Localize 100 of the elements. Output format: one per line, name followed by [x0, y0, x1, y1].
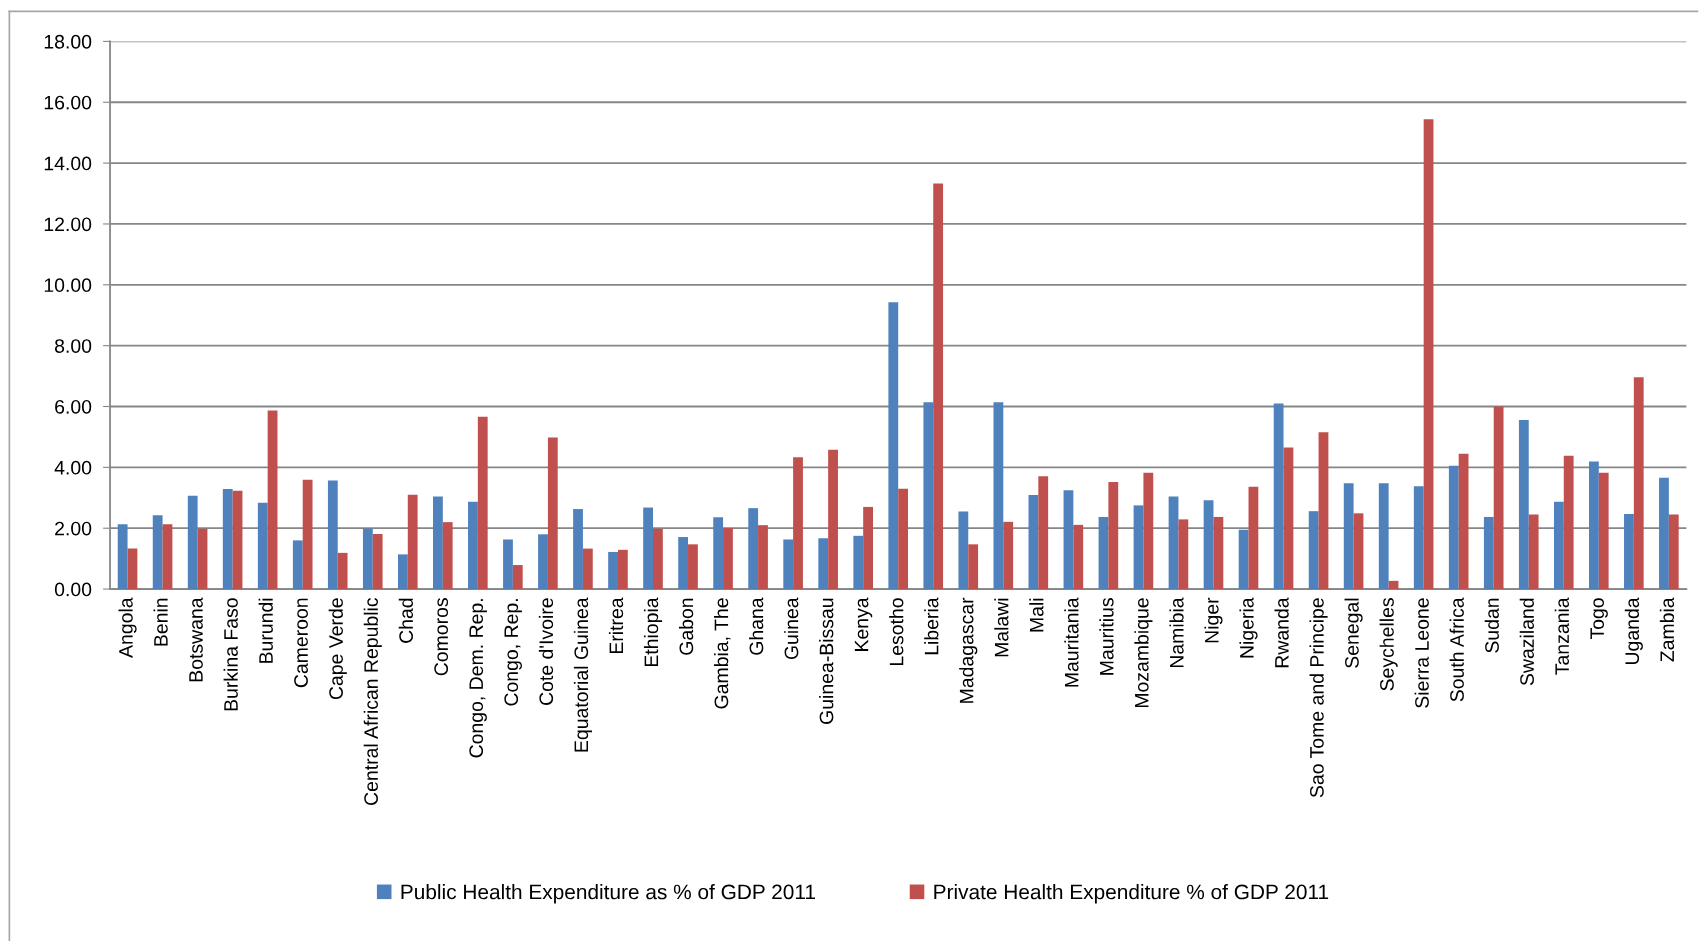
x-tick-label: Mali: [1029, 598, 1044, 632]
bar: [818, 538, 829, 590]
x-tick-label: Sudan: [1484, 598, 1499, 653]
bar: [608, 551, 618, 590]
bar: [1178, 519, 1189, 590]
y-tick-label: 0.00: [54, 582, 92, 597]
bar: [853, 535, 864, 590]
bar: [898, 488, 909, 590]
bar: [538, 534, 548, 590]
y-tick-label: 4.00: [54, 460, 92, 475]
x-tick-label: Lesotho: [889, 598, 904, 665]
x-tick-label: Gambia, The: [714, 598, 731, 709]
bar: [643, 507, 653, 590]
bar: [267, 410, 278, 590]
x-tick-label: Botswana: [189, 597, 203, 682]
x-tick-label: Chad: [398, 598, 414, 643]
x-tick-label: Nigeria: [1239, 597, 1258, 658]
bar: [468, 501, 478, 590]
y-tick-label: 16.00: [44, 95, 92, 110]
bar: [958, 511, 969, 590]
x-tick-label: Mauritania: [1064, 597, 1079, 687]
bar: [257, 502, 268, 590]
bar: [162, 524, 173, 590]
bar: [713, 517, 724, 590]
bar: [993, 402, 1004, 590]
x-tick-label: Kenya: [854, 597, 873, 651]
x-tick-label: Central African Republic: [363, 597, 382, 805]
bar: [758, 525, 768, 590]
bar: [1063, 490, 1074, 590]
bar: [232, 490, 243, 590]
bar: [863, 506, 873, 590]
bar: [1213, 516, 1224, 590]
bar: [828, 449, 838, 590]
bar: [1563, 455, 1574, 590]
x-tick-label: Ghana: [749, 597, 764, 655]
bar: [547, 437, 558, 590]
bar: [127, 548, 138, 590]
x-tick-label: Gabon: [678, 598, 694, 655]
bar: [152, 515, 163, 590]
bar: [327, 480, 338, 590]
bar: [1553, 501, 1564, 590]
bar: [1098, 516, 1109, 590]
bar: [1589, 461, 1599, 590]
x-tick-label: Benin: [153, 598, 168, 646]
bar: [197, 528, 208, 590]
bar: [397, 554, 408, 590]
bar: [573, 509, 583, 590]
x-tick-label: Tanzania: [1554, 597, 1569, 675]
bar: [1448, 465, 1459, 590]
x-tick-label: Uganda: [1624, 597, 1643, 665]
bar: [1493, 406, 1504, 590]
x-tick-label: South Africa: [1449, 597, 1464, 702]
x-tick-label: Sierra Leone: [1414, 598, 1429, 708]
bar: [1143, 472, 1154, 590]
x-tick-label: Zambia: [1659, 597, 1675, 662]
bar: [617, 549, 628, 590]
x-tick-label: Ethiopia: [643, 597, 663, 667]
bar: [1073, 524, 1084, 590]
x-tick-label: Niger: [1204, 597, 1223, 643]
bar: [582, 548, 593, 590]
legend-label: Public Health Expenditure as % of GDP 2011: [401, 884, 815, 904]
x-tick-label: Equatorial Guinea: [573, 597, 592, 752]
x-tick-label: Cameroon: [294, 598, 308, 688]
bar: [433, 496, 443, 590]
bar: [968, 544, 979, 590]
bar: [372, 534, 383, 590]
bar: [748, 508, 759, 590]
bar: [923, 402, 934, 590]
x-tick-label: Seychelles: [1379, 598, 1398, 691]
bar: [1238, 529, 1249, 590]
bar: [1028, 495, 1039, 590]
bar: [1318, 432, 1329, 590]
bar: [1659, 477, 1669, 590]
bar: [292, 540, 303, 590]
y-tick-label: 6.00: [55, 399, 92, 414]
bar: [783, 539, 794, 590]
bar: [1633, 377, 1644, 590]
x-tick-label: Burkina Faso: [223, 598, 238, 711]
bar: [1458, 453, 1469, 590]
x-tick-label: Mauritius: [1099, 598, 1114, 675]
x-tick-label: Guinea: [784, 597, 799, 660]
x-tick-label: Liberia: [924, 597, 939, 655]
x-tick-label: Congo, Dem. Rep.: [469, 599, 487, 758]
bar: [503, 539, 513, 590]
bar: [1668, 514, 1679, 590]
bar: [117, 524, 128, 590]
bar: [653, 528, 663, 590]
bar: [1283, 447, 1294, 590]
x-tick-label: Guinea-Bissau: [819, 598, 834, 724]
bar: [1248, 486, 1259, 590]
x-tick-label: Eritrea: [608, 597, 624, 654]
x-tick-label: Madagascar: [959, 597, 978, 703]
x-tick-label: Angola: [118, 597, 137, 658]
bar: [1598, 472, 1609, 590]
x-tick-label: Rwanda: [1274, 597, 1289, 668]
bar: [1353, 513, 1364, 590]
x-tick-label: Burundi: [258, 598, 273, 663]
bar: [1133, 505, 1144, 590]
x-tick-label: Sao Tome and Principe: [1309, 598, 1328, 798]
bar: [1483, 516, 1494, 590]
